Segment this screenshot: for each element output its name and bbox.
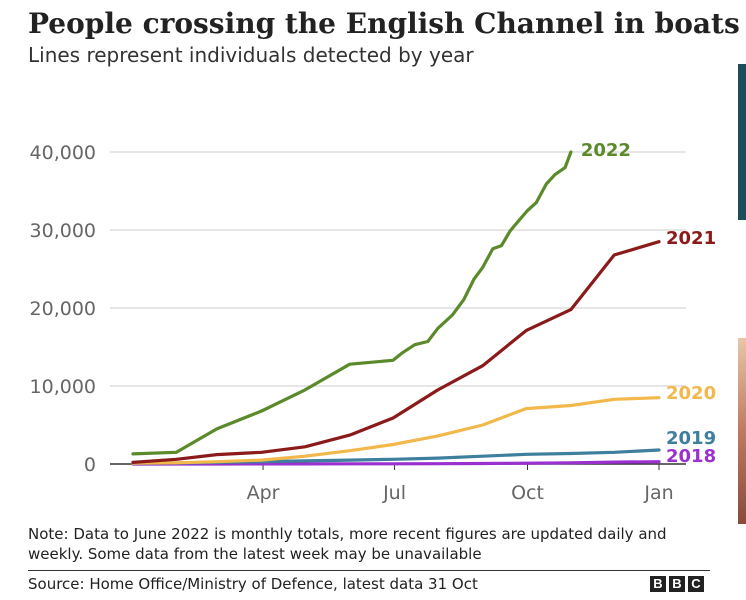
logo-letter-b1: B <box>650 576 666 592</box>
chart-title: People crossing the English Channel in b… <box>28 7 740 40</box>
x-tick-label: Jul <box>382 482 406 504</box>
side-image-strip-top <box>738 64 746 220</box>
logo-letter-b2: B <box>669 576 685 592</box>
chart-note: Note: Data to June 2022 is monthly total… <box>28 525 667 563</box>
series-label-2018: 2018 <box>666 446 716 467</box>
series-label-2019: 2019 <box>666 428 716 449</box>
x-axis-tick-labels: Apr Jul Oct Jan <box>247 482 674 504</box>
y-tick-label: 10,000 <box>30 376 96 398</box>
y-tick-label: 20,000 <box>30 298 96 320</box>
series-label-2021: 2021 <box>666 228 716 249</box>
y-tick-label: 0 <box>84 454 96 476</box>
line-chart: 0 10,000 20,000 30,000 40,000 Apr Jul Oct Jan 2… <box>30 140 717 504</box>
chart-source: Source: Home Office/Ministry of Defence,… <box>28 575 478 593</box>
chart-subtitle: Lines represent individuals detected by … <box>28 43 474 67</box>
series-line-2020 <box>131 396 661 465</box>
y-tick-label: 30,000 <box>30 220 96 242</box>
y-axis-tick-labels: 0 10,000 20,000 30,000 40,000 <box>30 142 96 476</box>
gridlines <box>110 151 686 470</box>
x-tick-label: Apr <box>247 482 280 504</box>
series-line-2022 <box>131 150 573 456</box>
x-tick-label: Jan <box>643 482 673 504</box>
bbc-logo: B B C <box>650 576 704 592</box>
footer-divider <box>28 570 710 571</box>
y-tick-label: 40,000 <box>30 142 96 164</box>
series-lines <box>131 150 661 466</box>
series-label-2022: 2022 <box>581 140 631 161</box>
series-label-2020: 2020 <box>666 383 716 404</box>
x-tick-label: Oct <box>511 482 544 504</box>
logo-letter-c: C <box>688 576 704 592</box>
side-image-strip-bottom <box>738 338 746 524</box>
series-line-2021 <box>131 240 661 464</box>
